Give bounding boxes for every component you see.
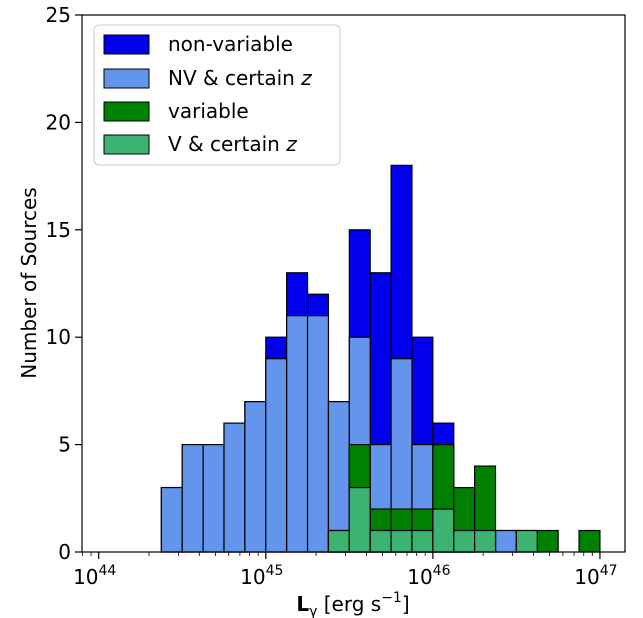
bar-v-certain-z-8 (327, 529, 350, 553)
bar-nv-certain-z-8 (327, 401, 350, 553)
legend-label-variable: variable (168, 99, 249, 123)
bar-nv-certain-z-16 (494, 529, 517, 553)
y-tick-label-2: 10 (46, 325, 71, 349)
x-tick-label-2: 1046 (407, 563, 450, 589)
bar-v-certain-z-11 (390, 529, 413, 553)
x-ticks-layer: 1044 1045 1046 1047 (73, 552, 618, 589)
x-axis-title: Lγ [erg s−1] (296, 590, 409, 618)
bar-v-certain-z-17 (515, 529, 538, 553)
x-tick-label-3: 1047 (574, 563, 617, 589)
bar-v-certain-z-13 (432, 508, 455, 553)
x-axis-title-close: ] (402, 592, 410, 616)
bar-nv-certain-z-0 (160, 486, 183, 553)
x-axis-title-subscript: γ (309, 604, 317, 618)
y-tick-label-0: 0 (58, 540, 71, 564)
bar-v-certain-z-10 (369, 529, 392, 553)
legend: non-variable NV & certain z variable V &… (93, 24, 341, 166)
bar-v-certain-z-15 (474, 529, 497, 553)
bar-nv-certain-z-2 (202, 444, 225, 553)
legend-swatch-v-certain-z (103, 134, 150, 155)
bar-v-certain-z-12 (411, 529, 434, 553)
bar-nv-certain-z-6 (286, 315, 309, 553)
bar-nv-certain-z-4 (244, 401, 267, 553)
legend-label-v-certain-z: V & certain z (168, 132, 297, 156)
y-tick-label-4: 20 (46, 110, 71, 134)
bar-nv-certain-z-7 (306, 315, 330, 553)
bar-v-certain-z-9 (348, 486, 371, 553)
y-tick-label-1: 5 (58, 433, 71, 457)
bar-nv-certain-z-3 (223, 422, 246, 553)
y-axis-title: Number of Sources (17, 187, 41, 378)
legend-frame (93, 24, 341, 166)
bar-v-certain-z-14 (453, 529, 476, 553)
legend-label-nv-certain-z: NV & certain z (168, 66, 312, 90)
bar-nv-certain-z-5 (265, 358, 288, 553)
y-ticks-layer: 0 5 10 15 20 25 (46, 3, 82, 564)
y-tick-label-5: 25 (46, 3, 71, 27)
legend-swatch-non-variable (103, 34, 150, 55)
x-tick-label-1: 1045 (240, 563, 283, 589)
x-axis-title-main: L (296, 592, 309, 616)
plot-frame (81, 14, 626, 553)
x-tick-label-0: 1044 (73, 563, 116, 589)
x-axis-title-exponent: −1 (381, 590, 402, 606)
bar-variable-20 (578, 529, 601, 553)
legend-swatch-variable (103, 101, 150, 122)
bar-nv-certain-z-1 (181, 444, 204, 553)
minor-ticks-layer (82, 552, 593, 556)
legend-label-non-variable: non-variable (168, 32, 293, 56)
legend-swatch-nv-certain-z (103, 68, 150, 89)
y-tick-label-3: 15 (46, 218, 71, 242)
x-axis-title-units: [erg s (317, 592, 381, 616)
bar-variable-18 (536, 529, 559, 553)
